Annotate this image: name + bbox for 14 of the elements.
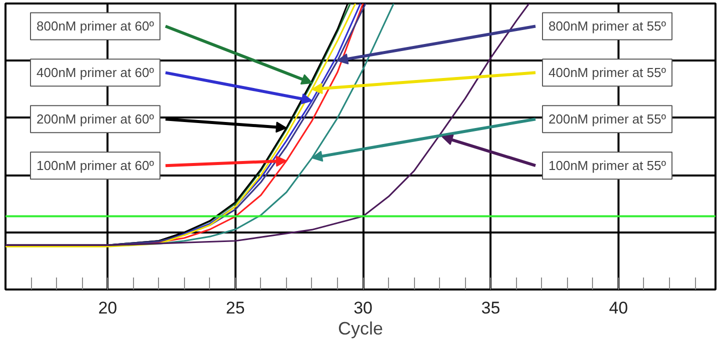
x-tick-label: 20 xyxy=(98,298,118,318)
annotation: 100nM primer at 55º xyxy=(548,158,666,174)
x-tick-label: 35 xyxy=(481,298,500,318)
annotation: 100nM primer at 60º xyxy=(36,158,154,174)
annotation: 200nM primer at 60º xyxy=(36,112,154,127)
annotation: 800nM primer at 55º xyxy=(548,18,666,34)
annotation: 400nM primer at 60º xyxy=(36,65,154,80)
annotation: 800nM primer at 60º xyxy=(36,18,154,34)
x-axis-title: Cycle xyxy=(338,318,384,338)
x-tick-label: 30 xyxy=(354,298,373,318)
annotation: 200nM primer at 55º xyxy=(548,112,666,127)
x-tick-label: 40 xyxy=(608,298,628,318)
annotation: 400nM primer at 55º xyxy=(548,65,666,80)
x-tick-label: 25 xyxy=(226,298,245,318)
